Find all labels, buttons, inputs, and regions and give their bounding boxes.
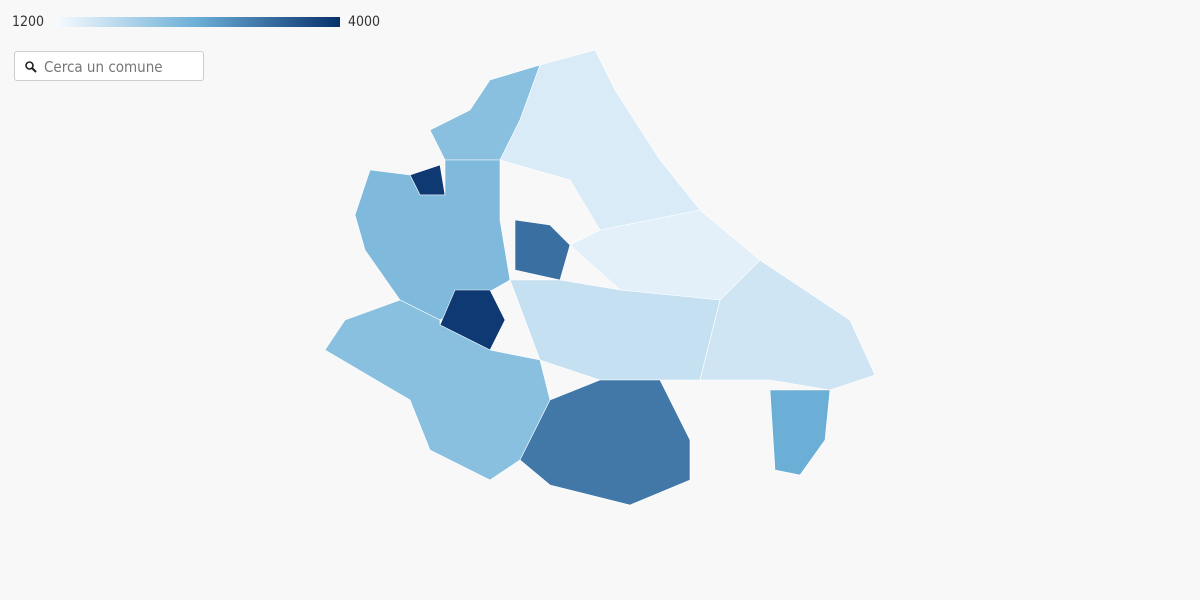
map-area[interactable]: [429, 64, 541, 161]
map-area[interactable]: [499, 49, 701, 231]
legend-min: 1200: [12, 14, 45, 30]
search-icon: [25, 61, 37, 73]
map-area[interactable]: [519, 379, 691, 506]
map-area[interactable]: [324, 299, 551, 481]
map-area[interactable]: [514, 219, 571, 281]
map-area[interactable]: [569, 209, 761, 301]
search-placeholder: Cerca un comune: [44, 58, 163, 76]
map-area[interactable]: [409, 164, 446, 196]
legend-max: 4000: [348, 14, 381, 30]
map-area[interactable]: [699, 259, 876, 391]
map-area[interactable]: [769, 389, 831, 476]
map-area[interactable]: [509, 279, 721, 381]
map-area[interactable]: [439, 289, 506, 351]
map-area[interactable]: [354, 159, 511, 321]
legend-gradient: [55, 17, 340, 27]
search-box[interactable]: Cerca un comune: [14, 51, 204, 81]
